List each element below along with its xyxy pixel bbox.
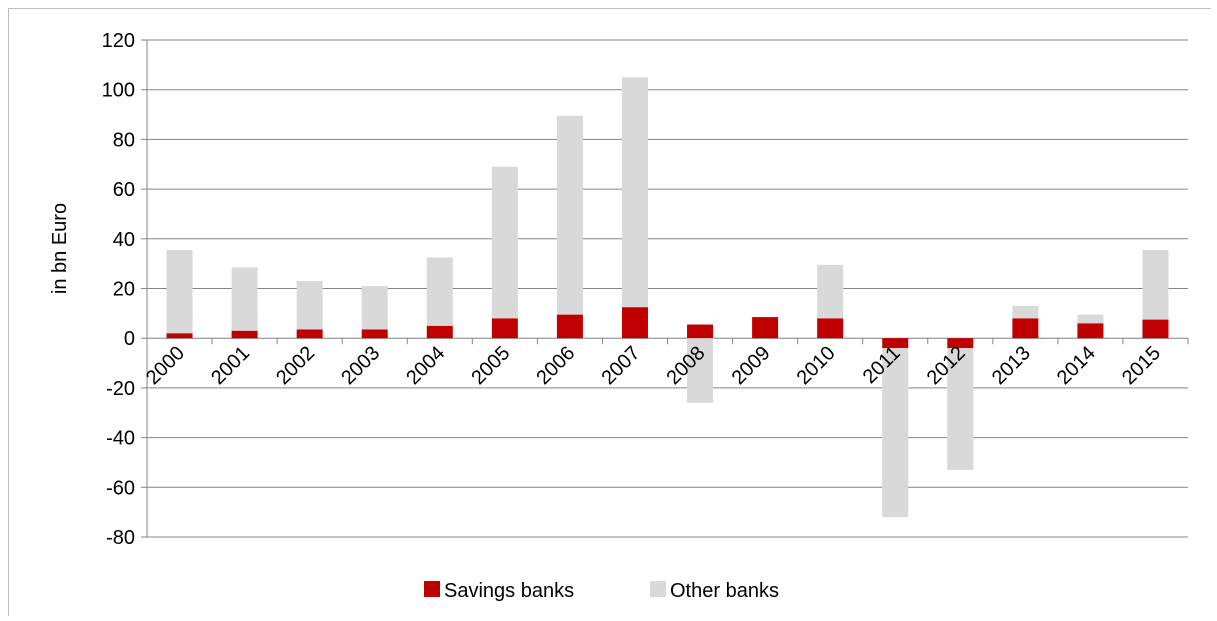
x-tick-label: 2002 [272, 342, 319, 389]
x-tick-label: 2010 [793, 342, 840, 389]
x-tick-label: 2006 [532, 342, 579, 389]
y-tick-label: -40 [106, 428, 135, 450]
axes [146, 40, 1189, 537]
x-tick-label: 2001 [207, 342, 254, 389]
x-tick-label: 2003 [337, 342, 384, 389]
x-tick-label: 2000 [142, 342, 189, 389]
bar-other-banks-2006 [556, 115, 583, 315]
bar-savings-banks-2001 [231, 330, 258, 339]
bar-savings-banks-2000 [166, 333, 193, 339]
y-tick-label: 40 [113, 229, 135, 251]
bar-savings-banks-2002 [296, 329, 323, 339]
y-tick-labels: -80 -60 -40 -20 0 20 40 60 80 100 120 [102, 30, 135, 549]
bar-savings-banks-2011 [882, 338, 909, 349]
bar-other-banks-2001 [231, 267, 258, 331]
chart-frame [8, 8, 1211, 616]
gridlines [141, 39, 1188, 538]
bar-savings-banks-2010 [817, 318, 844, 339]
y-axis-label: in bn Euro [49, 203, 71, 294]
x-tick-label: 2015 [1118, 342, 1165, 389]
x-tick-label: 2013 [988, 342, 1035, 389]
y-tick-label: 0 [124, 328, 135, 350]
bar-savings-banks-2004 [426, 325, 453, 339]
legend: Savings banks Other banks [424, 580, 779, 602]
bar-other-banks-2015 [1142, 249, 1169, 320]
y-tick-label: 60 [113, 179, 135, 201]
bar-savings-banks-2008 [687, 324, 714, 339]
bar-other-banks-2005 [491, 166, 518, 319]
y-tick-label: -60 [106, 477, 135, 499]
y-tick-label: 120 [102, 30, 135, 52]
legend-swatch-other-banks [650, 581, 666, 597]
y-tick-label: -80 [106, 527, 135, 549]
bar-savings-banks-2003 [361, 329, 388, 339]
bar-other-banks-2010 [817, 264, 844, 319]
y-tick-label: 100 [102, 80, 135, 102]
x-tick-label: 2007 [597, 342, 644, 389]
x-tick-labels: 2000 2001 2002 2003 2004 2005 2006 2007 2008 2009… [142, 342, 1165, 389]
bar-savings-banks-2015 [1142, 319, 1169, 339]
bar-other-banks-2012 [947, 348, 974, 470]
x-tick-label: 2004 [402, 342, 449, 389]
bar-other-banks-2011 [882, 348, 909, 518]
bar-savings-banks-2012 [947, 338, 974, 349]
bar-other-banks-2014 [1077, 314, 1104, 324]
x-tick-label: 2014 [1053, 342, 1100, 389]
bar-other-banks-2002 [296, 281, 323, 330]
y-tick-label: 20 [113, 279, 135, 301]
bar-other-banks-2008 [687, 338, 714, 403]
bar-other-banks-2013 [1012, 305, 1039, 319]
y-tick-label: 80 [113, 129, 135, 151]
x-tick-label: 2009 [728, 342, 775, 389]
y-tick-label: -20 [106, 378, 135, 400]
bar-savings-banks-2009 [752, 317, 779, 339]
bar-other-banks-2004 [426, 257, 453, 326]
bar-savings-banks-2013 [1012, 318, 1039, 339]
bar-other-banks-2000 [166, 249, 193, 334]
legend-label-other-banks: Other banks [670, 580, 779, 602]
bar-other-banks-2007 [621, 77, 648, 308]
bar-other-banks-2003 [361, 286, 388, 330]
bar-savings-banks-2007 [621, 307, 648, 339]
x-tick-label: 2005 [467, 342, 514, 389]
legend-swatch-savings-banks [424, 581, 440, 597]
bar-savings-banks-2006 [556, 314, 583, 339]
legend-label-savings-banks: Savings banks [444, 580, 574, 602]
bar-savings-banks-2014 [1077, 323, 1104, 339]
bars [166, 77, 1169, 518]
bar-savings-banks-2005 [491, 318, 518, 339]
